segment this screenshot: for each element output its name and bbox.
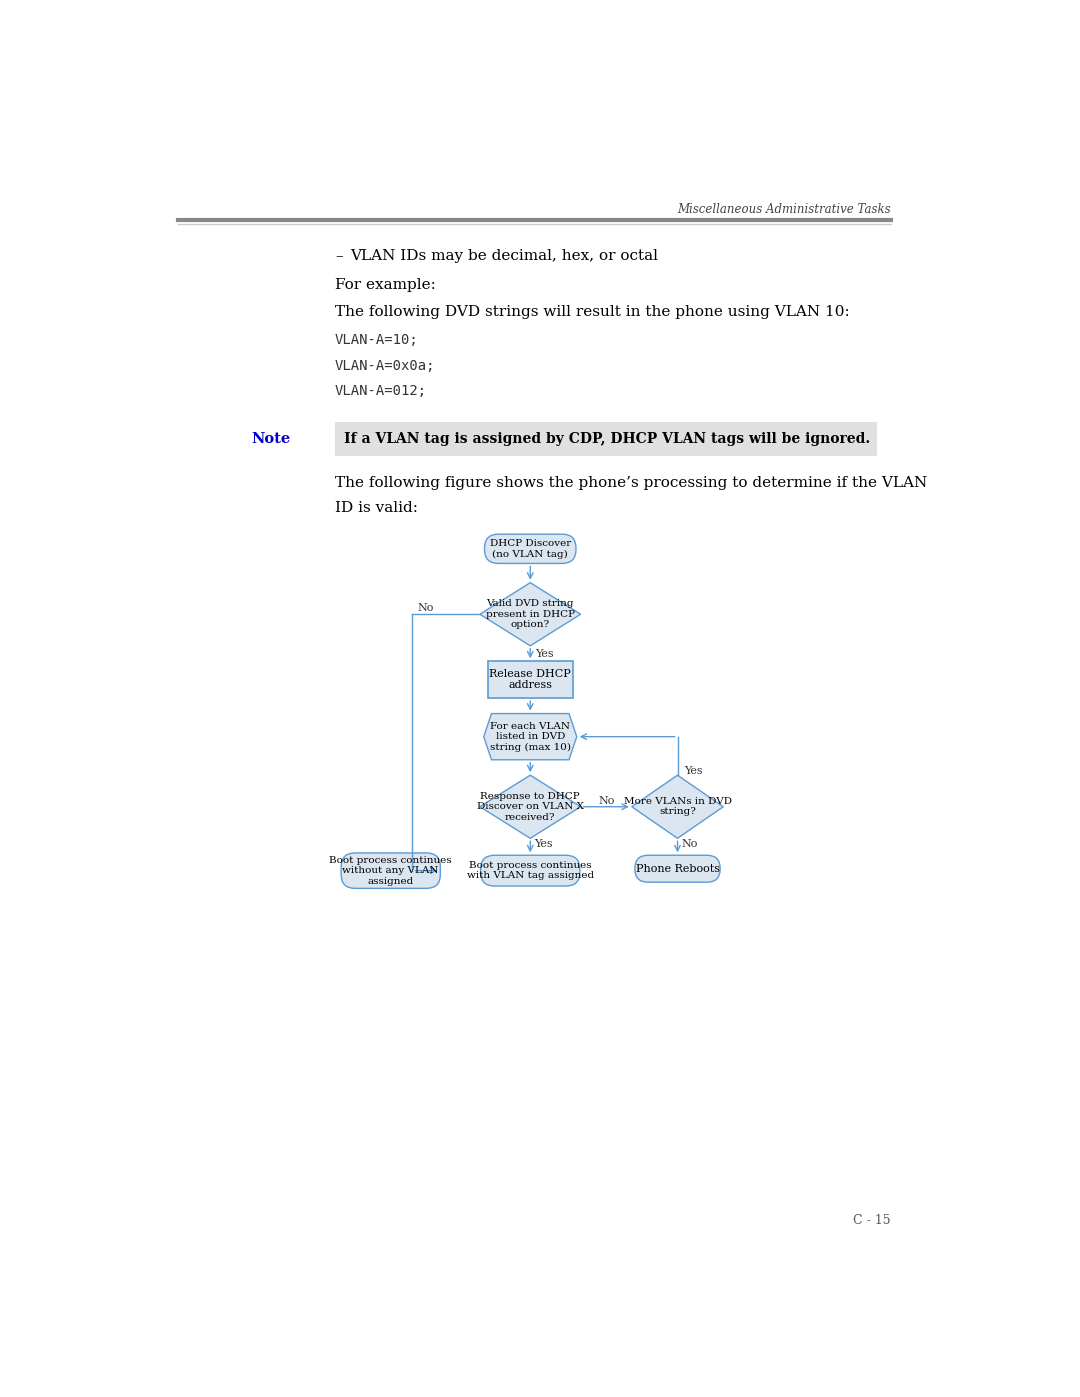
Text: –: – (335, 249, 342, 263)
Text: C - 15: C - 15 (853, 1214, 891, 1228)
Text: For example:: For example: (335, 278, 436, 292)
Text: Yes: Yes (684, 766, 702, 775)
Polygon shape (484, 714, 577, 760)
Polygon shape (480, 775, 581, 838)
Text: Yes: Yes (535, 648, 554, 658)
Text: ID is valid:: ID is valid: (335, 502, 418, 515)
Text: Boot process continues
with VLAN tag assigned: Boot process continues with VLAN tag ass… (467, 861, 594, 880)
Text: Valid DVD string
present in DHCP
option?: Valid DVD string present in DHCP option? (486, 599, 575, 629)
Bar (488, 661, 572, 698)
FancyBboxPatch shape (335, 422, 877, 455)
Text: Note: Note (251, 432, 291, 446)
Text: Boot process continues
without any VLAN
assigned: Boot process continues without any VLAN … (329, 856, 453, 886)
Text: Miscellaneous Administrative Tasks: Miscellaneous Administrative Tasks (677, 204, 891, 217)
Text: Response to DHCP
Discover on VLAN X
received?: Response to DHCP Discover on VLAN X rece… (476, 792, 584, 821)
Text: VLAN IDs may be decimal, hex, or octal: VLAN IDs may be decimal, hex, or octal (350, 249, 659, 263)
Text: No: No (598, 795, 615, 806)
FancyBboxPatch shape (481, 855, 580, 886)
FancyBboxPatch shape (635, 855, 720, 882)
Polygon shape (632, 775, 724, 838)
Text: VLAN-A=012;: VLAN-A=012; (335, 384, 427, 398)
Text: VLAN-A=0x0a;: VLAN-A=0x0a; (335, 359, 435, 373)
Text: Release DHCP
address: Release DHCP address (489, 669, 571, 690)
Text: Phone Reboots: Phone Reboots (635, 863, 719, 873)
Text: More VLANs in DVD
string?: More VLANs in DVD string? (623, 798, 731, 816)
FancyBboxPatch shape (341, 854, 441, 888)
Text: DHCP Discover
(no VLAN tag): DHCP Discover (no VLAN tag) (489, 539, 571, 559)
Text: For each VLAN
listed in DVD
string (max 10): For each VLAN listed in DVD string (max … (489, 722, 570, 752)
Text: VLAN-A=10;: VLAN-A=10; (335, 332, 419, 346)
Polygon shape (480, 583, 581, 645)
FancyBboxPatch shape (485, 534, 576, 563)
Text: If a VLAN tag is assigned by CDP, DHCP VLAN tags will be ignored.: If a VLAN tag is assigned by CDP, DHCP V… (345, 432, 870, 446)
Text: No: No (417, 604, 433, 613)
Text: No: No (681, 840, 698, 849)
Text: The following DVD strings will result in the phone using VLAN 10:: The following DVD strings will result in… (335, 305, 850, 319)
Text: Yes: Yes (535, 840, 553, 849)
Text: The following figure shows the phone’s processing to determine if the VLAN: The following figure shows the phone’s p… (335, 476, 928, 490)
